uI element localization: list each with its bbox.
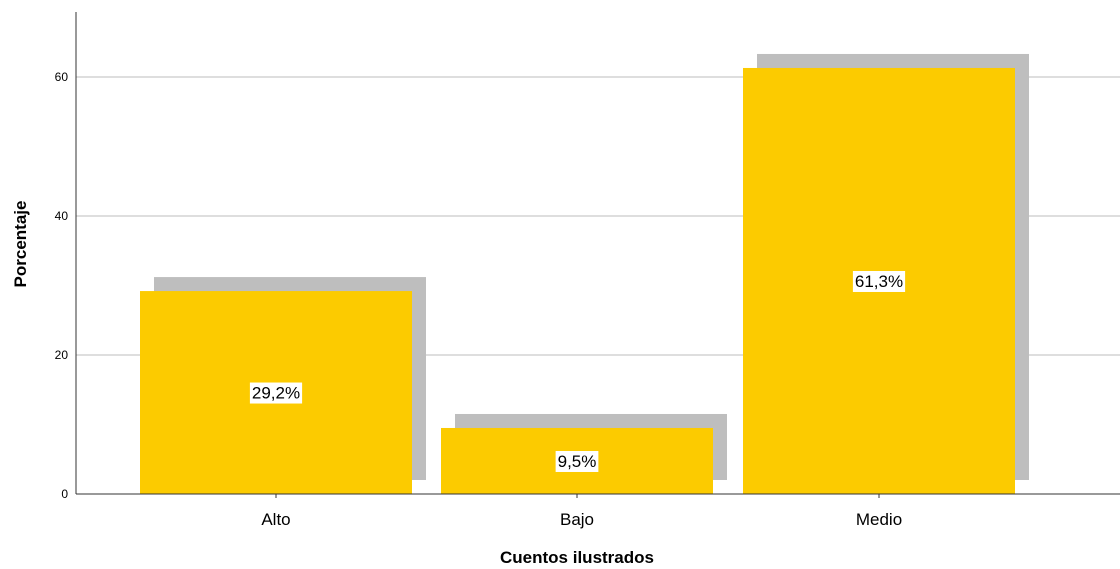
x-axis-title: Cuentos ilustrados <box>500 548 654 567</box>
data-label-text: 29,2% <box>252 384 300 403</box>
data-label: 29,2% <box>249 382 303 404</box>
data-label-text: 9,5% <box>558 452 597 471</box>
data-labels: 29,2% 9,5% 61,3% <box>249 270 906 472</box>
data-label-background <box>555 450 599 472</box>
y-tick-label: 60 <box>55 70 69 84</box>
x-tick-label: Bajo <box>560 510 594 529</box>
y-tick-labels: 0 20 40 60 <box>55 70 69 501</box>
y-tick-label: 0 <box>61 487 68 501</box>
y-axis-title: Porcentaje <box>11 201 30 288</box>
data-label-background <box>852 270 906 292</box>
x-tick-label: Alto <box>261 510 290 529</box>
data-label-text: 61,3% <box>855 272 903 291</box>
y-tick-label: 20 <box>55 348 69 362</box>
x-tick-label: Medio <box>856 510 902 529</box>
x-tick-labels: Alto Bajo Medio <box>261 494 902 529</box>
y-tick-label: 40 <box>55 209 69 223</box>
data-label: 9,5% <box>555 450 599 472</box>
data-label: 61,3% <box>852 270 906 292</box>
data-label-background <box>249 382 303 404</box>
